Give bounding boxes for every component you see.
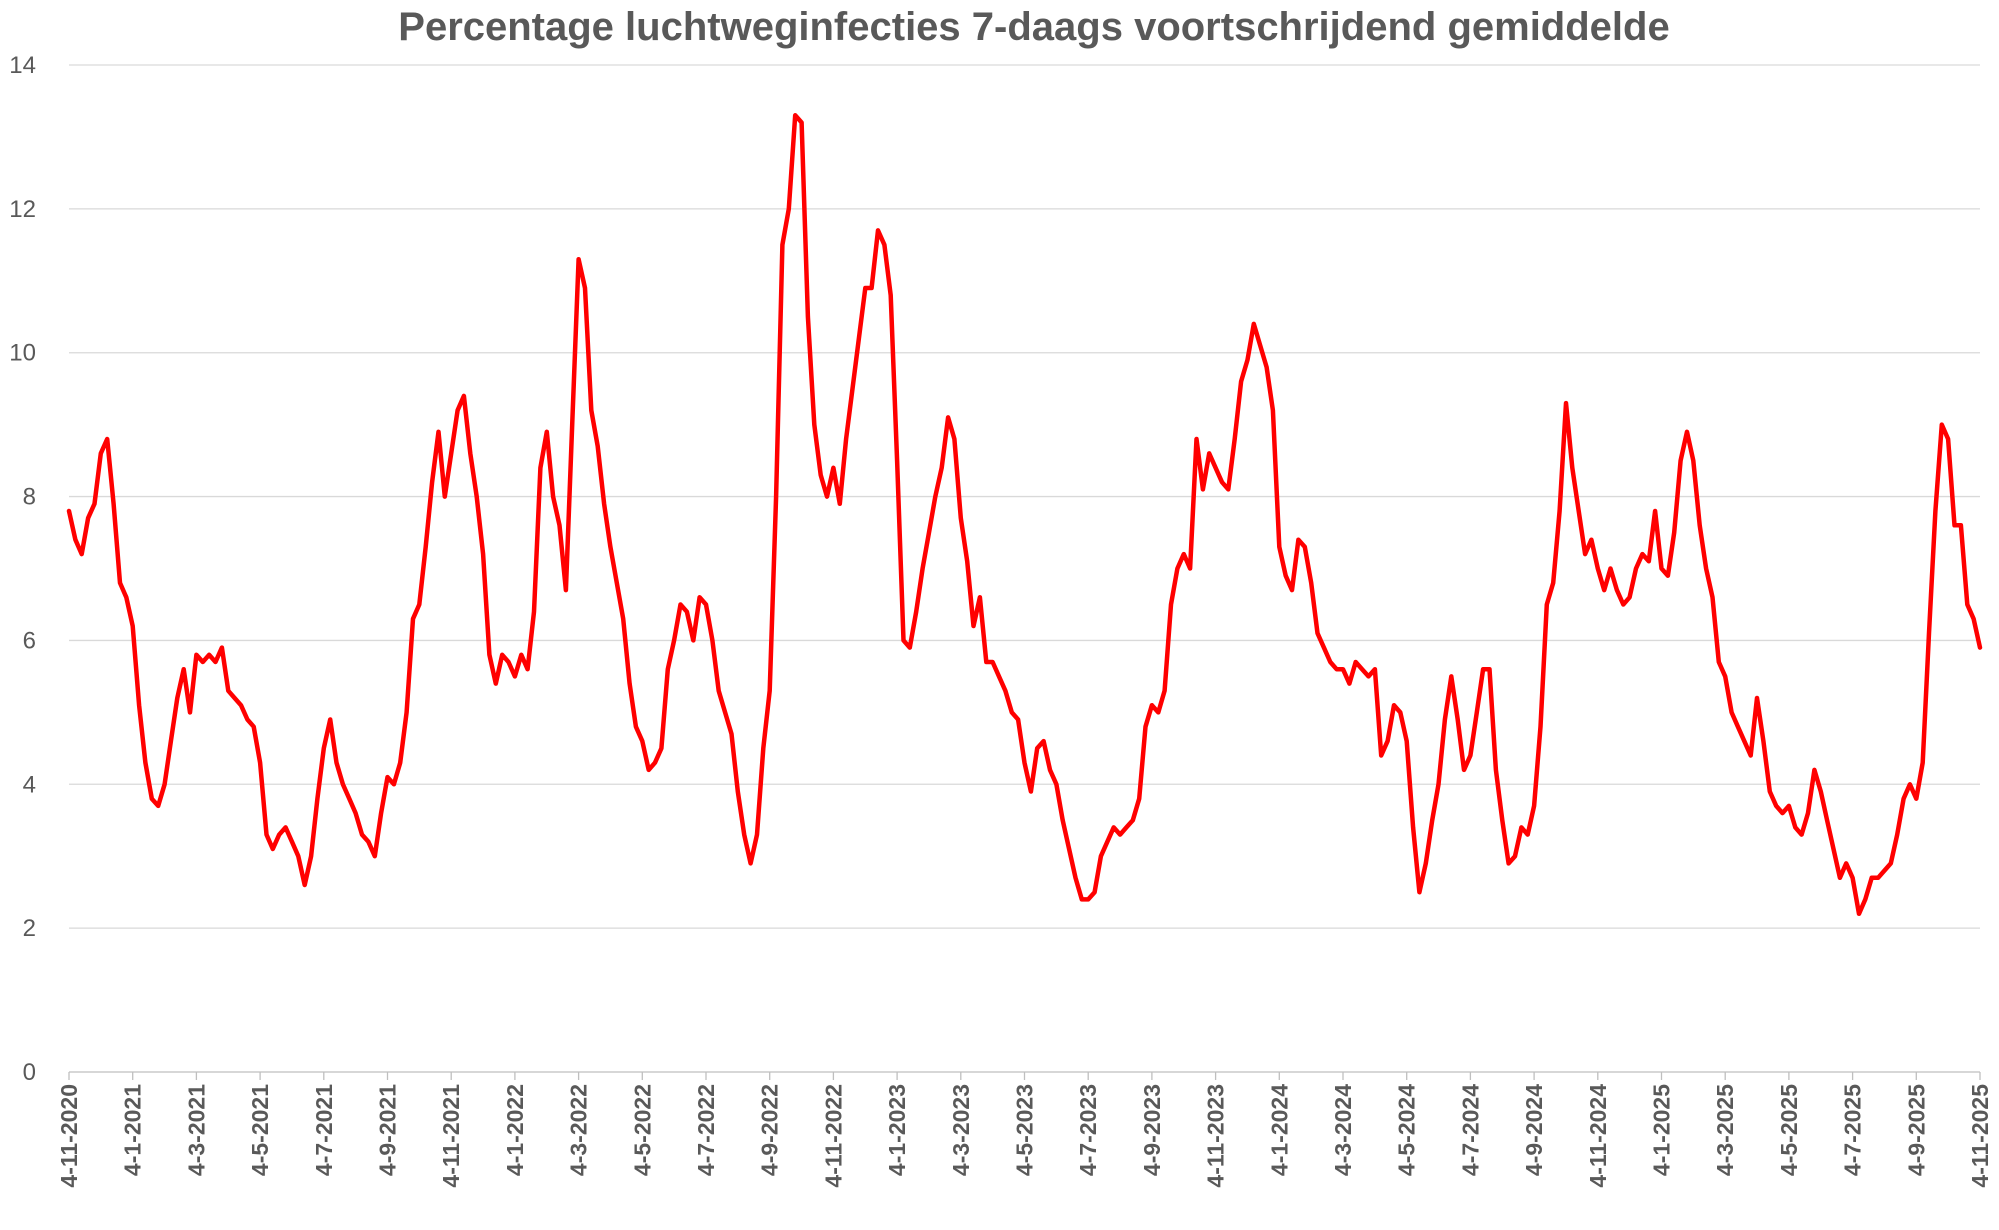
series-line (66, 113, 1983, 917)
y-tick-label: 12 (9, 196, 36, 223)
x-tick-label: 4-5-2021 (247, 1084, 273, 1176)
x-tick-label: 4-1-2021 (120, 1084, 146, 1176)
x-tick-label: 4-5-2022 (629, 1084, 655, 1176)
y-tick-label: 0 (23, 1059, 36, 1086)
x-tick-label: 4-3-2021 (183, 1084, 209, 1176)
x-tick-label: 4-1-2023 (884, 1084, 910, 1176)
y-tick-label: 14 (9, 52, 36, 79)
x-tick-label: 4-7-2024 (1457, 1084, 1483, 1176)
x-tick-label: 4-3-2023 (948, 1084, 974, 1176)
x-tick-label: 4-7-2021 (311, 1084, 337, 1176)
x-tick-label: 4-7-2022 (693, 1084, 719, 1176)
x-tick-label: 4-7-2023 (1075, 1084, 1101, 1176)
x-tick-label: 4-9-2023 (1139, 1084, 1165, 1176)
x-tick-label: 4-5-2025 (1776, 1084, 1802, 1176)
y-tick-label: 4 (23, 771, 36, 798)
y-tick-label: 6 (23, 627, 36, 654)
x-tick-label: 4-3-2024 (1330, 1084, 1356, 1176)
chart-title: Percentage luchtweginfecties 7-daags voo… (398, 5, 1669, 49)
x-tick-label: 4-3-2022 (566, 1084, 592, 1176)
x-tick-label: 4-3-2025 (1712, 1084, 1738, 1176)
y-tick-label: 10 (9, 340, 36, 367)
x-tick-label: 4-9-2024 (1521, 1084, 1547, 1176)
series-group (66, 113, 1983, 917)
gridlines (69, 64, 1980, 1073)
x-tick-label: 4-9-2021 (375, 1084, 401, 1176)
x-tick-label: 4-1-2022 (502, 1084, 528, 1176)
x-tick-label: 4-11-2023 (1203, 1084, 1229, 1188)
x-tick-label: 4-11-2021 (438, 1084, 464, 1188)
y-axis-tick-labels: 0 2 4 6 8 10 12 14 (9, 52, 36, 1086)
x-tick-label: 4-11-2020 (56, 1084, 82, 1188)
x-tick-label: 4-1-2025 (1649, 1084, 1675, 1176)
x-tick-label: 4-11-2022 (820, 1084, 846, 1188)
x-tick-label: 4-5-2023 (1012, 1084, 1038, 1176)
x-tick-label: 4-5-2024 (1394, 1084, 1420, 1176)
x-tick-label: 4-1-2024 (1266, 1084, 1292, 1176)
x-tick-label: 4-9-2022 (757, 1084, 783, 1176)
x-tick-label: 4-7-2025 (1840, 1084, 1866, 1176)
y-tick-label: 8 (23, 484, 36, 511)
x-tick-label: 4-11-2025 (1967, 1084, 1993, 1188)
x-axis: 4-11-2020 4-1-2021 4-3-2021 4-5-2021 4-7-202… (56, 1072, 1993, 1188)
x-tick-label: 4-11-2024 (1585, 1084, 1611, 1188)
y-tick-label: 2 (23, 915, 36, 942)
x-tick-label: 4-9-2025 (1903, 1084, 1929, 1176)
